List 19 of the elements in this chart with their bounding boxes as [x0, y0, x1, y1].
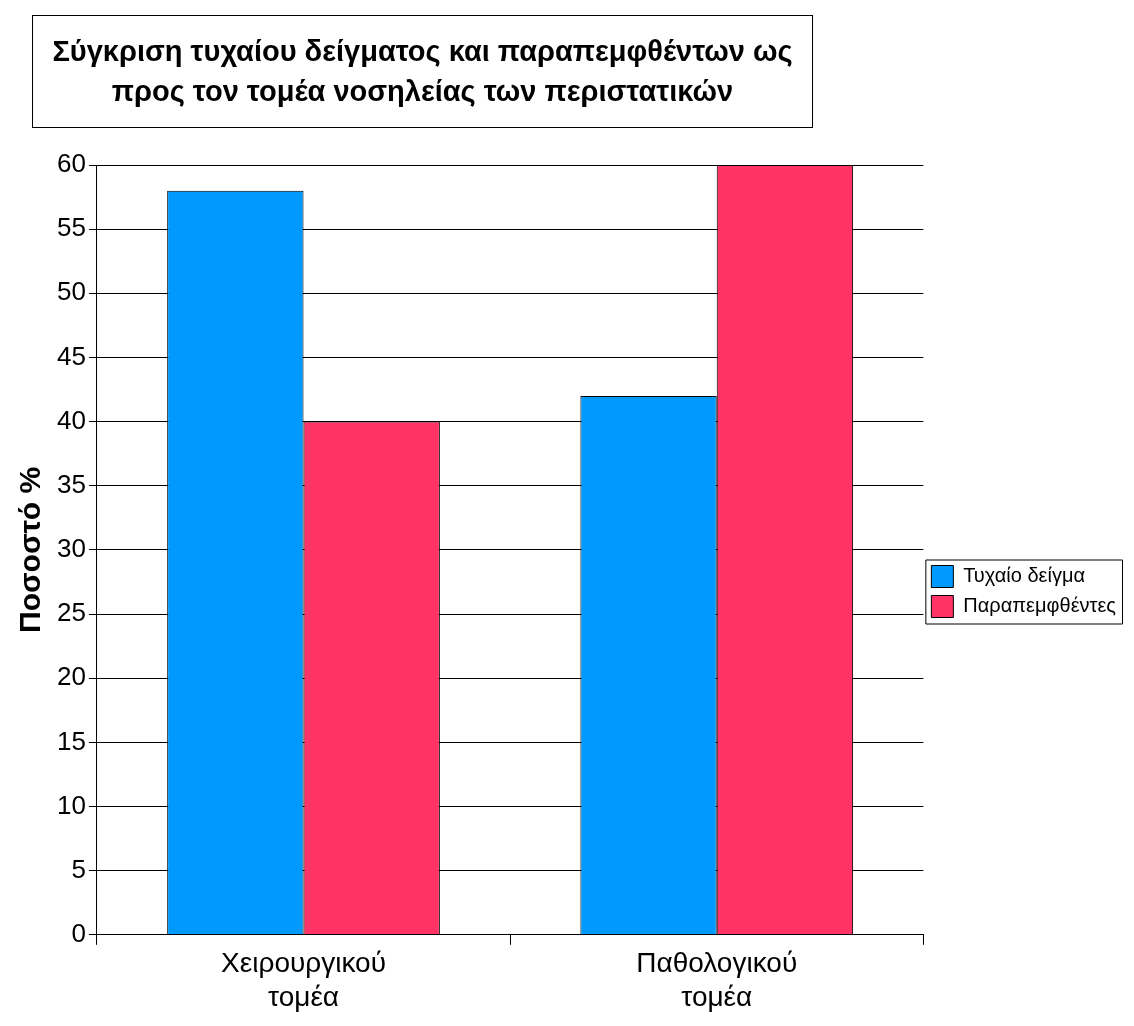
y-axis-title: Ποσοστό %	[13, 466, 47, 633]
y-tick-label: 30	[57, 533, 86, 564]
y-tick-label: 55	[57, 212, 86, 243]
legend-label: Τυχαίο δείγμα	[963, 564, 1086, 587]
x-tick-label: Χειρουργικού τομέα	[221, 947, 386, 1012]
y-tick-label: 20	[57, 661, 86, 692]
legend-label: Παραπεμφθέντες	[963, 594, 1117, 617]
y-tick-label: 50	[57, 276, 86, 307]
y-tick-label: 0	[71, 917, 86, 948]
y-tick-label: 35	[57, 468, 86, 499]
y-tick-label: 10	[57, 789, 86, 820]
y-tick-label: 25	[57, 597, 86, 628]
y-tick-label: 15	[57, 725, 86, 756]
y-tick-label: 60	[57, 148, 86, 179]
y-tick-label: 40	[57, 404, 86, 435]
y-tick-label: 5	[71, 853, 86, 884]
chart-title: Σύγκριση τυχαίου δείγματος και παραπεμφθέντων ως προς τον τομέα νοσηλείας των περιστατικών	[32, 15, 813, 128]
x-tick-label: Παθολογικού τομέα	[636, 947, 798, 1012]
y-tick-label: 45	[57, 340, 86, 371]
